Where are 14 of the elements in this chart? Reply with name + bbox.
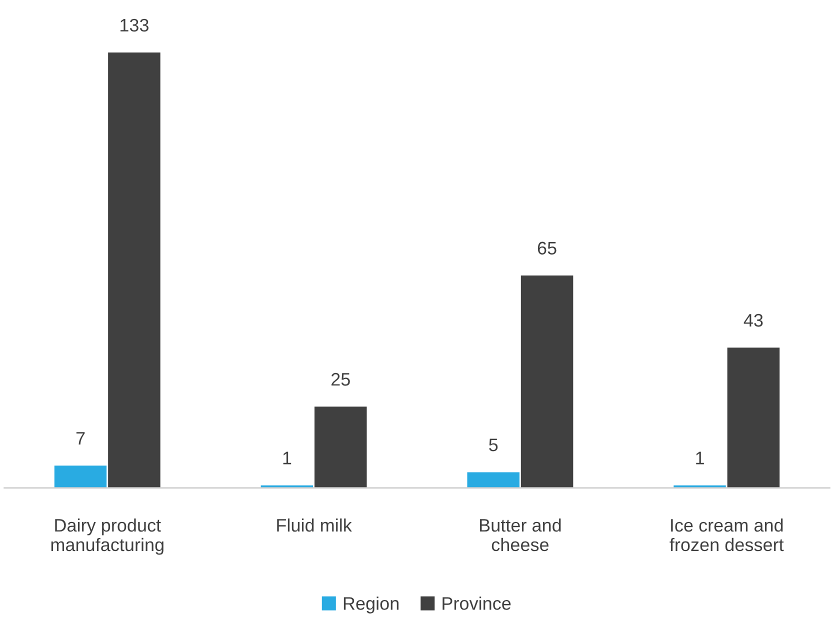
data-label: 133 — [120, 18, 148, 32]
x-tick-label: Fluid milk — [277, 518, 352, 532]
data-label: 43 — [744, 314, 763, 327]
data-label: 25 — [331, 372, 350, 386]
data-label: 1 — [696, 452, 704, 464]
data-label: 7 — [76, 432, 85, 445]
legend-label: Region — [344, 596, 398, 614]
data-label: 5 — [489, 438, 498, 452]
data-label: 65 — [538, 242, 556, 255]
x-tick-label: Butter and cheese — [480, 518, 561, 552]
data-label: 1 — [283, 452, 292, 464]
x-tick-label: Dairy product manufacturing — [51, 518, 164, 555]
legend-label: Province — [442, 596, 511, 610]
x-tick-label: Ice cream and frozen dessert — [670, 518, 784, 552]
